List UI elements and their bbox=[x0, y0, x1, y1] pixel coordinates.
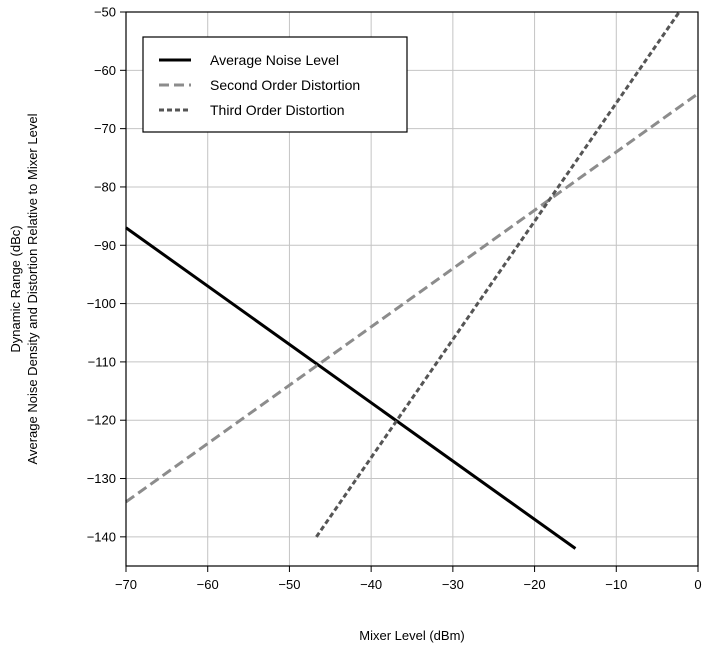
y-tick-label: −100 bbox=[87, 296, 116, 311]
y-axis-title-line-1: Dynamic Range (dBc) bbox=[8, 225, 23, 352]
y-tick-label: −60 bbox=[94, 63, 116, 78]
y-tick-label: −110 bbox=[88, 354, 116, 369]
axis-ticks: −70 −60 −50 −40 −30 −20 −10 0−50−60−70−80−90−10… bbox=[87, 5, 702, 593]
legend-label-average-noise-level: Average Noise Level bbox=[210, 52, 339, 68]
x-axis-title: Mixer Level (dBm) bbox=[359, 628, 464, 643]
legend-label-second-order-distortion: Second Order Distortion bbox=[210, 77, 360, 93]
x-tick-label: 0 bbox=[694, 577, 701, 592]
legend: Average Noise Level Second Order Distorti… bbox=[142, 36, 408, 133]
x-tick-label: −60 bbox=[197, 577, 219, 592]
y-tick-label: −130 bbox=[87, 471, 116, 486]
y-tick-label: −80 bbox=[94, 179, 116, 194]
x-tick-label: −50 bbox=[278, 577, 300, 592]
x-tick-label: −30 bbox=[442, 577, 464, 592]
series-line-second-order-distortion bbox=[125, 92, 699, 504]
x-tick-label: −40 bbox=[360, 577, 382, 592]
plot-frame bbox=[125, 11, 699, 567]
y-tick-label: −50 bbox=[94, 5, 116, 20]
x-tick-label: −70 bbox=[115, 577, 137, 592]
y-tick-label: −70 bbox=[94, 121, 116, 136]
series-line-average-noise-level bbox=[125, 226, 577, 550]
y-axis-title-line-2: Average Noise Density and Distortion Rel… bbox=[25, 113, 40, 464]
y-tick-label: −140 bbox=[87, 529, 116, 544]
x-tick-label: −10 bbox=[605, 577, 627, 592]
legend-box bbox=[142, 36, 408, 133]
series-line-third-order-distortion bbox=[315, 11, 681, 538]
x-tick-label: −20 bbox=[524, 577, 546, 592]
legend-label-third-order-distortion: Third Order Distortion bbox=[210, 102, 345, 118]
series-group bbox=[125, 11, 699, 550]
y-tick-label: −120 bbox=[87, 413, 116, 428]
y-tick-label: −90 bbox=[94, 238, 116, 253]
